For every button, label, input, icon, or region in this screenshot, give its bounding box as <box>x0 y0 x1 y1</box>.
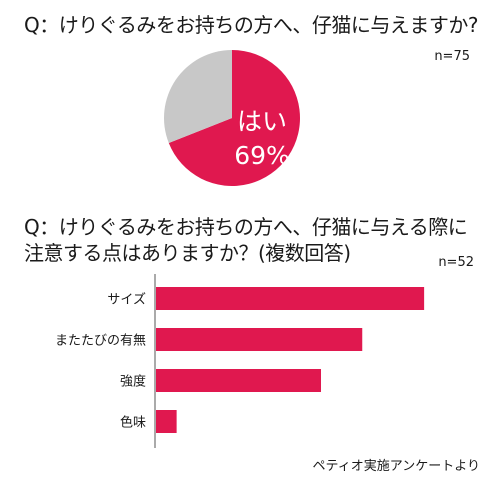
bar-category-label-1: またたびの有無 <box>55 334 146 349</box>
question-2-title-line-2: 注意する点はありますか？(複数回答) <box>24 241 351 265</box>
bar-2 <box>156 369 321 392</box>
question-1-sample-size: n=75 <box>434 49 470 64</box>
question-2-sample-size: n=52 <box>438 255 474 270</box>
survey-source: ペティオ実施アンケートより <box>312 459 480 474</box>
bar-category-label-0: サイズ <box>107 292 146 308</box>
bar-category-label-2: 強度 <box>120 374 146 390</box>
bar-1 <box>156 328 363 351</box>
pie-slice-other <box>164 50 232 144</box>
question-2-title-line-1: Q：けりぐるみをお持ちの方へ、仔猫に与える際に <box>24 215 468 239</box>
question-1-title: Q：けりぐるみをお持ちの方へ、仔猫に与えますか? <box>24 13 478 37</box>
pie-label-yes: はい <box>237 107 287 136</box>
bar-0 <box>156 287 425 310</box>
bar-3 <box>156 410 177 433</box>
bar-category-label-3: 色味 <box>120 415 146 431</box>
pie-slice-yes <box>168 50 300 186</box>
pie-label-percent: 69% <box>234 141 290 170</box>
question-2-title: Q：けりぐるみをお持ちの方へ、仔猫に与える際に 注意する点はありますか？(複数回… <box>24 214 494 266</box>
yes-no-pie-chart: はい 69% <box>164 50 300 186</box>
